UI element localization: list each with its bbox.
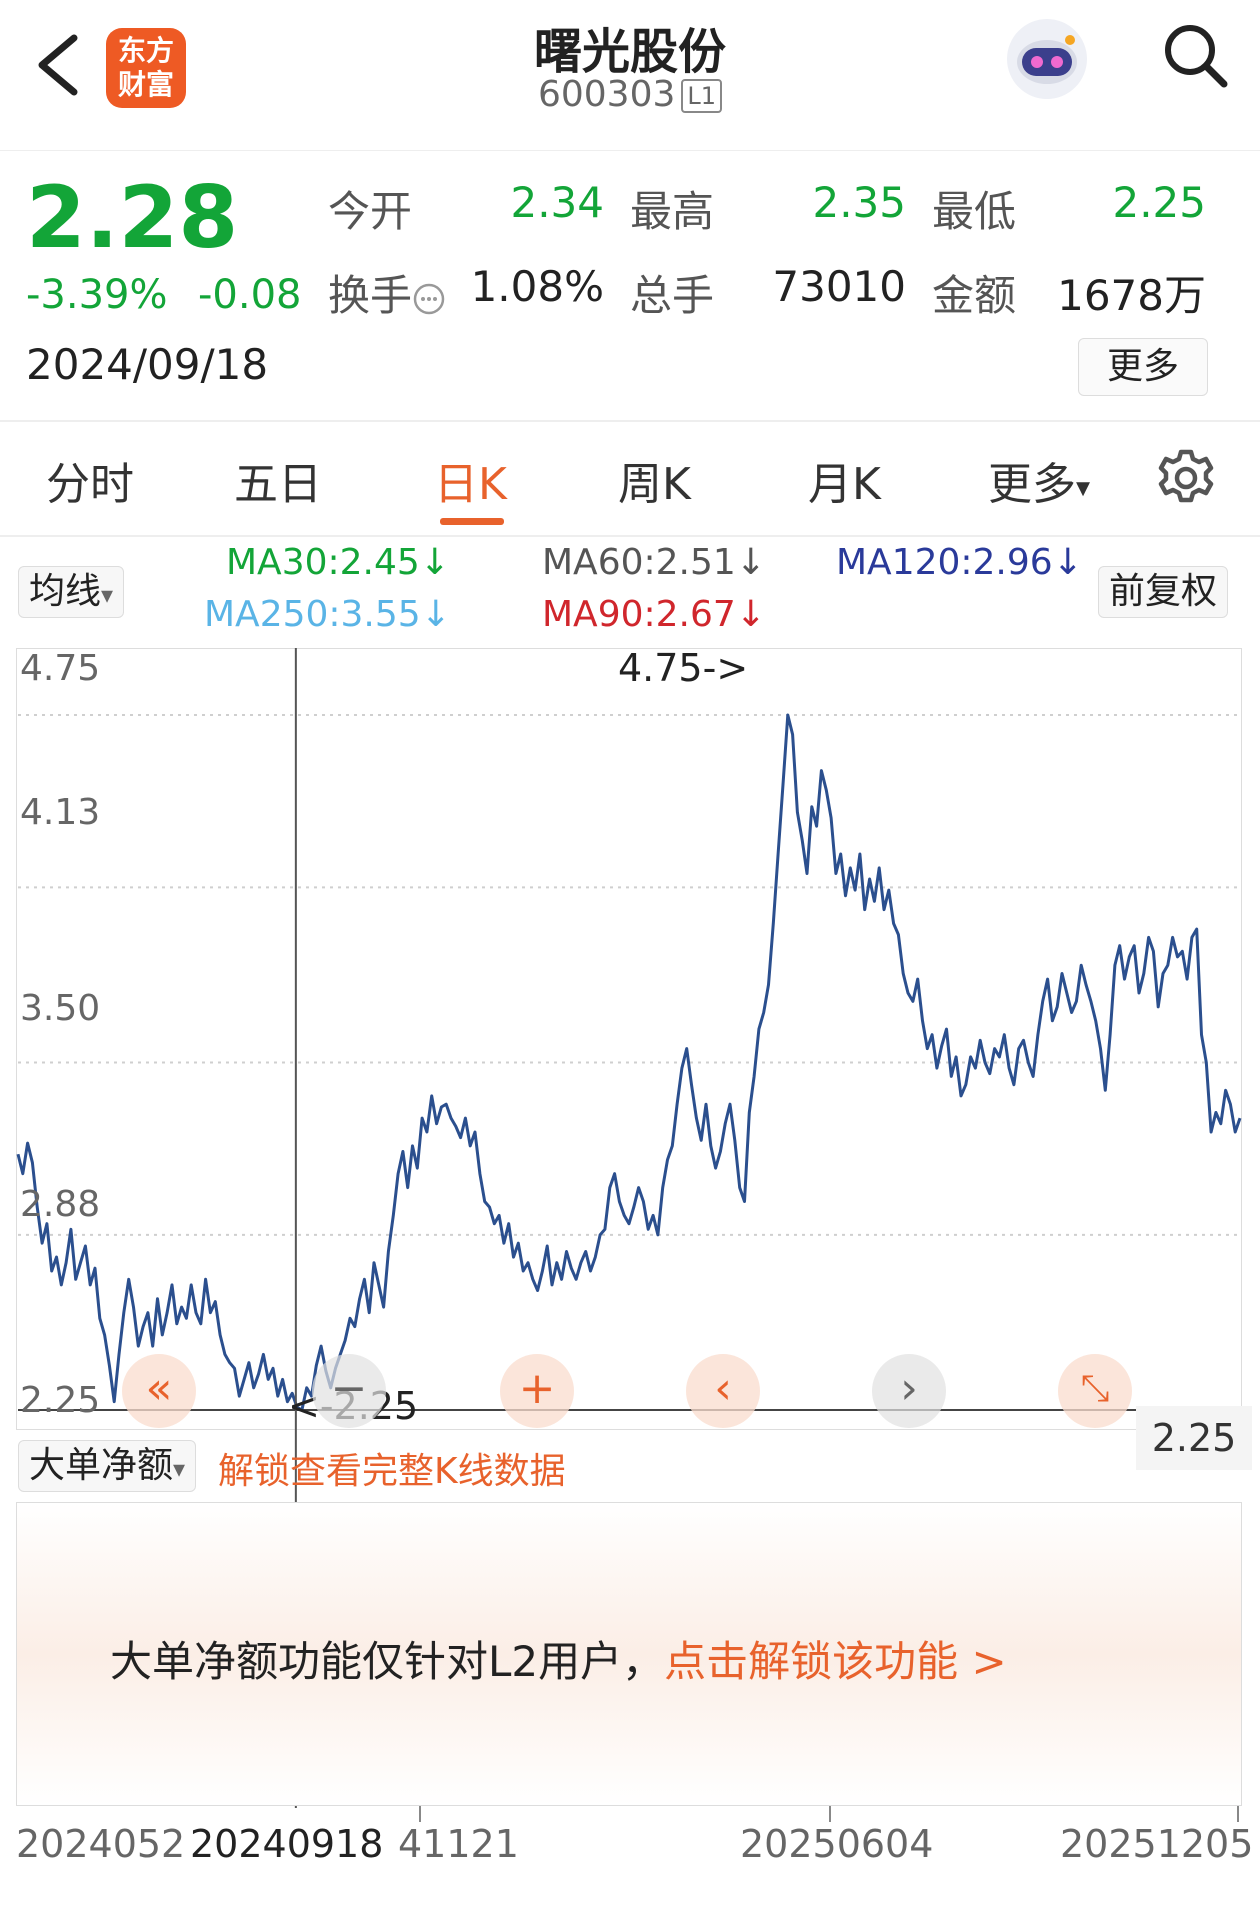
dropdown-triangle-icon: ▾	[101, 581, 114, 609]
down-arrow-icon: ↓	[419, 542, 450, 583]
level-badge: L1	[681, 79, 723, 113]
back-arrow-icon[interactable]	[30, 30, 90, 100]
last-price: 2.28	[26, 168, 239, 268]
l2-notice: 大单净额功能仅针对L2用户，点击解锁该功能 >	[110, 1637, 1007, 1686]
low-label: 最低	[932, 187, 1017, 236]
next-icon[interactable]: ›	[872, 1354, 946, 1428]
divider	[0, 420, 1260, 422]
app-logo: 东方 财富	[106, 28, 186, 108]
robot-assistant-icon[interactable]	[1002, 14, 1092, 104]
unlock-feature-link[interactable]: 点击解锁该功能 >	[664, 1637, 1007, 1686]
x-tick-label: 2024052	[16, 1822, 186, 1866]
active-tab-indicator	[440, 518, 504, 525]
price-line	[16, 713, 1242, 1412]
tab-five-day[interactable]: 五日	[234, 459, 322, 510]
x-tick-label: 41121	[398, 1822, 519, 1866]
amount-value: 1678万	[1057, 271, 1206, 320]
ma30-value: MA30:2.45↓	[226, 542, 450, 583]
quote-date: 2024/09/18	[26, 340, 269, 389]
low-value: 2.25	[1112, 178, 1206, 227]
ma60-value: MA60:2.51↓	[542, 542, 766, 583]
tab-more[interactable]: 更多▾	[988, 459, 1091, 510]
ma250-value: MA250:3.55↓	[204, 594, 451, 635]
down-arrow-icon: ↓	[1052, 542, 1083, 583]
kline-chart-frame[interactable]	[16, 648, 1242, 1430]
x-tick-label: 20250604	[740, 1822, 934, 1866]
y-tick-label: 4.75	[20, 648, 101, 689]
expand-icon[interactable]: ⤡	[1058, 1354, 1132, 1428]
search-icon[interactable]	[1160, 20, 1230, 90]
crosshair-price-tag: 2.25	[1136, 1406, 1252, 1470]
zoom-in-icon[interactable]: +	[500, 1354, 574, 1428]
adjust-selector[interactable]: 前复权	[1098, 566, 1229, 618]
open-label: 今开	[328, 187, 413, 236]
ma-selector[interactable]: 均线▾	[18, 566, 125, 618]
volume-label: 总手	[630, 271, 715, 320]
turnover-label[interactable]: 换手	[328, 262, 446, 323]
zoom-out-icon[interactable]: −	[312, 1354, 386, 1428]
prev-icon[interactable]: ‹	[686, 1354, 760, 1428]
down-arrow-icon: ↓	[735, 542, 766, 583]
divider	[0, 535, 1260, 537]
big-order-panel	[16, 1502, 1242, 1806]
tab-monthly-k[interactable]: 月K	[808, 459, 881, 510]
ma90-value: MA90:2.67↓	[542, 594, 766, 635]
open-value: 2.34	[510, 178, 604, 227]
dropdown-triangle-icon: ▾	[1076, 470, 1091, 504]
stock-code-row: 600303 L1	[430, 74, 830, 115]
high-value: 2.35	[812, 178, 906, 227]
unlock-kline-link[interactable]: 解锁查看完整K线数据	[218, 1451, 566, 1492]
y-tick-label: 2.88	[20, 1184, 101, 1225]
down-arrow-icon: ↓	[420, 594, 451, 635]
crosshair-date-label: 20240918	[190, 1822, 384, 1866]
lower-indicator-selector[interactable]: 大单净额▾	[18, 1440, 197, 1492]
y-tick-label: 4.13	[20, 792, 101, 833]
change-percent: -3.39%	[26, 272, 168, 318]
top-bar: 东方 财富 曙光股份 600303 L1	[0, 0, 1260, 151]
high-label: 最高	[630, 187, 715, 236]
turnover-value: 1.08%	[470, 262, 604, 311]
dropdown-triangle-icon: ▾	[173, 1455, 186, 1483]
volume-value: 73010	[772, 262, 906, 311]
ma120-value: MA120:2.96↓	[836, 542, 1083, 583]
y-tick-label: 2.25	[20, 1380, 101, 1421]
tab-daily-k[interactable]: 日K	[434, 459, 507, 510]
gear-icon[interactable]	[1156, 448, 1216, 508]
more-quote-button[interactable]: 更多	[1078, 338, 1208, 396]
stock-code: 600303	[537, 74, 676, 115]
tab-weekly-k[interactable]: 周K	[618, 459, 691, 510]
down-arrow-icon: ↓	[735, 594, 766, 635]
change-amount: -0.08	[198, 272, 302, 318]
info-icon[interactable]	[412, 282, 446, 316]
x-tick-label: 20251205	[1060, 1822, 1254, 1866]
max-price-annotation: 4.75->	[618, 646, 749, 690]
double-left-icon[interactable]: «	[122, 1354, 196, 1428]
tab-intraday[interactable]: 分时	[46, 459, 134, 510]
stock-name: 曙光股份	[533, 24, 726, 80]
y-tick-label: 3.50	[20, 988, 101, 1029]
amount-label: 金额	[932, 271, 1017, 320]
